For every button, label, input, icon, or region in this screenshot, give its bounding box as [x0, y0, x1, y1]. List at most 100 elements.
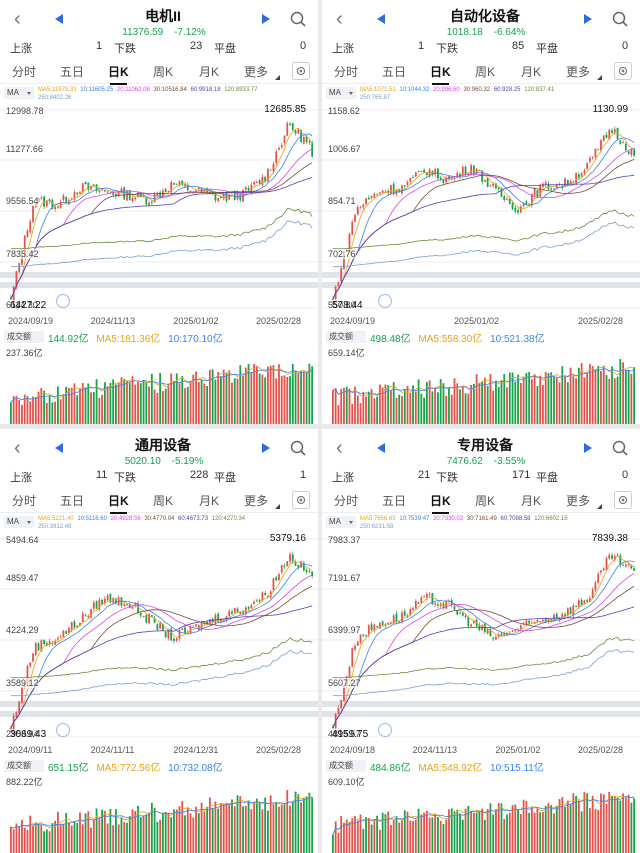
down-count: 171	[512, 469, 531, 481]
candlestick-chart[interactable]: 5494.64 4859.47 4224.29 3589.12 2953.94 …	[0, 533, 318, 751]
candle-body	[76, 192, 79, 195]
search-icon[interactable]	[612, 440, 628, 456]
tab-intraday[interactable]: 分时	[12, 494, 37, 508]
volume-bar	[289, 376, 291, 424]
tab-more[interactable]: 更多	[566, 65, 603, 80]
candle-body	[442, 179, 445, 183]
volume-bar	[478, 811, 481, 853]
tab-five-day[interactable]: 五日	[382, 65, 407, 79]
tab-daily-k[interactable]: 日K	[430, 65, 451, 85]
volume-bar	[378, 829, 381, 853]
tab-monthly-k[interactable]: 月K	[521, 494, 542, 508]
settings-icon[interactable]	[614, 491, 632, 509]
volume-bar	[54, 820, 57, 853]
next-triangle-icon[interactable]	[262, 14, 270, 24]
tab-monthly-k[interactable]: 月K	[199, 494, 220, 508]
candle-body	[533, 188, 536, 196]
ma-selector[interactable]: MA	[4, 516, 34, 528]
back-arrow-icon[interactable]: ‹	[14, 8, 21, 30]
volume-selector[interactable]: 成交额	[4, 331, 44, 343]
tab-weekly-k[interactable]: 周K	[153, 65, 174, 79]
prev-triangle-icon[interactable]	[55, 14, 63, 24]
candle-body	[126, 190, 128, 201]
settings-icon[interactable]	[292, 62, 310, 80]
date-axis: 2024/09/18 2024/11/13 2025/01/02 2025/02/28	[322, 745, 640, 757]
tab-monthly-k[interactable]: 月K	[199, 65, 220, 79]
volume-selector[interactable]: 成交额	[326, 331, 366, 343]
volume-bar	[398, 822, 401, 853]
candle-body	[145, 614, 148, 623]
candlestick-chart[interactable]: 1158.62 1006.67 854.71 702.76 550.80 113…	[322, 104, 640, 322]
search-icon[interactable]	[612, 11, 628, 27]
next-triangle-icon[interactable]	[262, 443, 270, 453]
volume-selector[interactable]: 成交额	[4, 760, 44, 772]
prev-triangle-icon[interactable]	[377, 443, 385, 453]
ma-line	[10, 133, 313, 300]
ma-selector[interactable]: MA	[326, 87, 356, 99]
search-icon[interactable]	[290, 11, 306, 27]
tab-more[interactable]: 更多	[566, 494, 603, 509]
volume-bar	[244, 805, 247, 853]
candlestick-chart[interactable]: 7983.37 7191.67 6399.97 5607.27 4815.57 …	[322, 533, 640, 751]
ma-selector[interactable]: MA	[4, 87, 34, 99]
volume-bar	[489, 374, 492, 424]
candle-body	[605, 558, 608, 570]
back-arrow-icon[interactable]: ‹	[336, 8, 343, 30]
volume-ma-line	[10, 368, 313, 403]
candle-body	[131, 606, 134, 609]
candle-body	[134, 197, 137, 200]
next-triangle-icon[interactable]	[584, 443, 592, 453]
tab-weekly-k[interactable]: 周K	[475, 494, 496, 508]
tab-weekly-k[interactable]: 周K	[153, 494, 174, 508]
volume-chart[interactable]: 882.22亿	[0, 773, 318, 853]
prev-triangle-icon[interactable]	[55, 443, 63, 453]
prev-triangle-icon[interactable]	[377, 14, 385, 24]
candle-body	[305, 136, 308, 142]
volume-selector[interactable]: 成交额	[326, 760, 366, 772]
tab-monthly-k[interactable]: 月K	[521, 65, 542, 79]
candle-body	[384, 191, 387, 193]
candle-body	[539, 185, 542, 197]
tab-more[interactable]: 更多	[244, 494, 281, 509]
settings-icon[interactable]	[292, 491, 310, 509]
volume-bar	[76, 823, 79, 853]
tab-five-day[interactable]: 五日	[60, 65, 85, 79]
tab-intraday[interactable]: 分时	[12, 65, 37, 79]
volume-bar	[503, 374, 506, 424]
candle-body	[403, 611, 406, 616]
search-icon[interactable]	[290, 440, 306, 456]
settings-icon[interactable]	[614, 62, 632, 80]
scroll-handle[interactable]	[378, 294, 392, 308]
scroll-handle[interactable]	[56, 723, 70, 737]
ma-selector[interactable]: MA	[326, 516, 356, 528]
volume-chart[interactable]: 659.14亿	[322, 344, 640, 424]
tab-weekly-k[interactable]: 周K	[475, 65, 496, 79]
tab-intraday[interactable]: 分时	[334, 65, 359, 79]
back-arrow-icon[interactable]: ‹	[336, 437, 343, 459]
candlestick-chart[interactable]: 12998.78 11277.66 9556.54 7835.42 6114.3…	[0, 104, 318, 322]
candle-body	[470, 165, 472, 175]
ma120-value: 120:837.41	[524, 87, 555, 93]
tab-daily-k[interactable]: 日K	[108, 494, 129, 514]
tab-five-day[interactable]: 五日	[60, 494, 85, 508]
volume-chart[interactable]: 237.36亿	[0, 344, 318, 424]
back-arrow-icon[interactable]: ‹	[14, 437, 21, 459]
volume-chart[interactable]: 609.10亿	[322, 773, 640, 853]
volume-bar	[255, 798, 258, 853]
tab-intraday[interactable]: 分时	[334, 494, 359, 508]
scroll-handle[interactable]	[56, 294, 70, 308]
y-tick-label: 702.76	[328, 249, 356, 259]
volume-bar	[613, 796, 616, 853]
scroll-handle[interactable]	[378, 723, 392, 737]
volume-ma-line	[332, 366, 635, 397]
tab-daily-k[interactable]: 日K	[108, 65, 129, 85]
volume-legend: 成交额 651.15亿 MA5:772.56亿 10:732.08亿	[0, 759, 318, 774]
tab-daily-k[interactable]: 日K	[430, 494, 451, 514]
next-triangle-icon[interactable]	[584, 14, 592, 24]
tab-more[interactable]: 更多	[244, 65, 281, 80]
tab-five-day[interactable]: 五日	[382, 494, 407, 508]
volume-bar	[242, 806, 244, 853]
volume-bar	[337, 405, 340, 424]
volume-bar	[392, 382, 395, 424]
ma10-value: 10:11605.25	[80, 87, 114, 93]
